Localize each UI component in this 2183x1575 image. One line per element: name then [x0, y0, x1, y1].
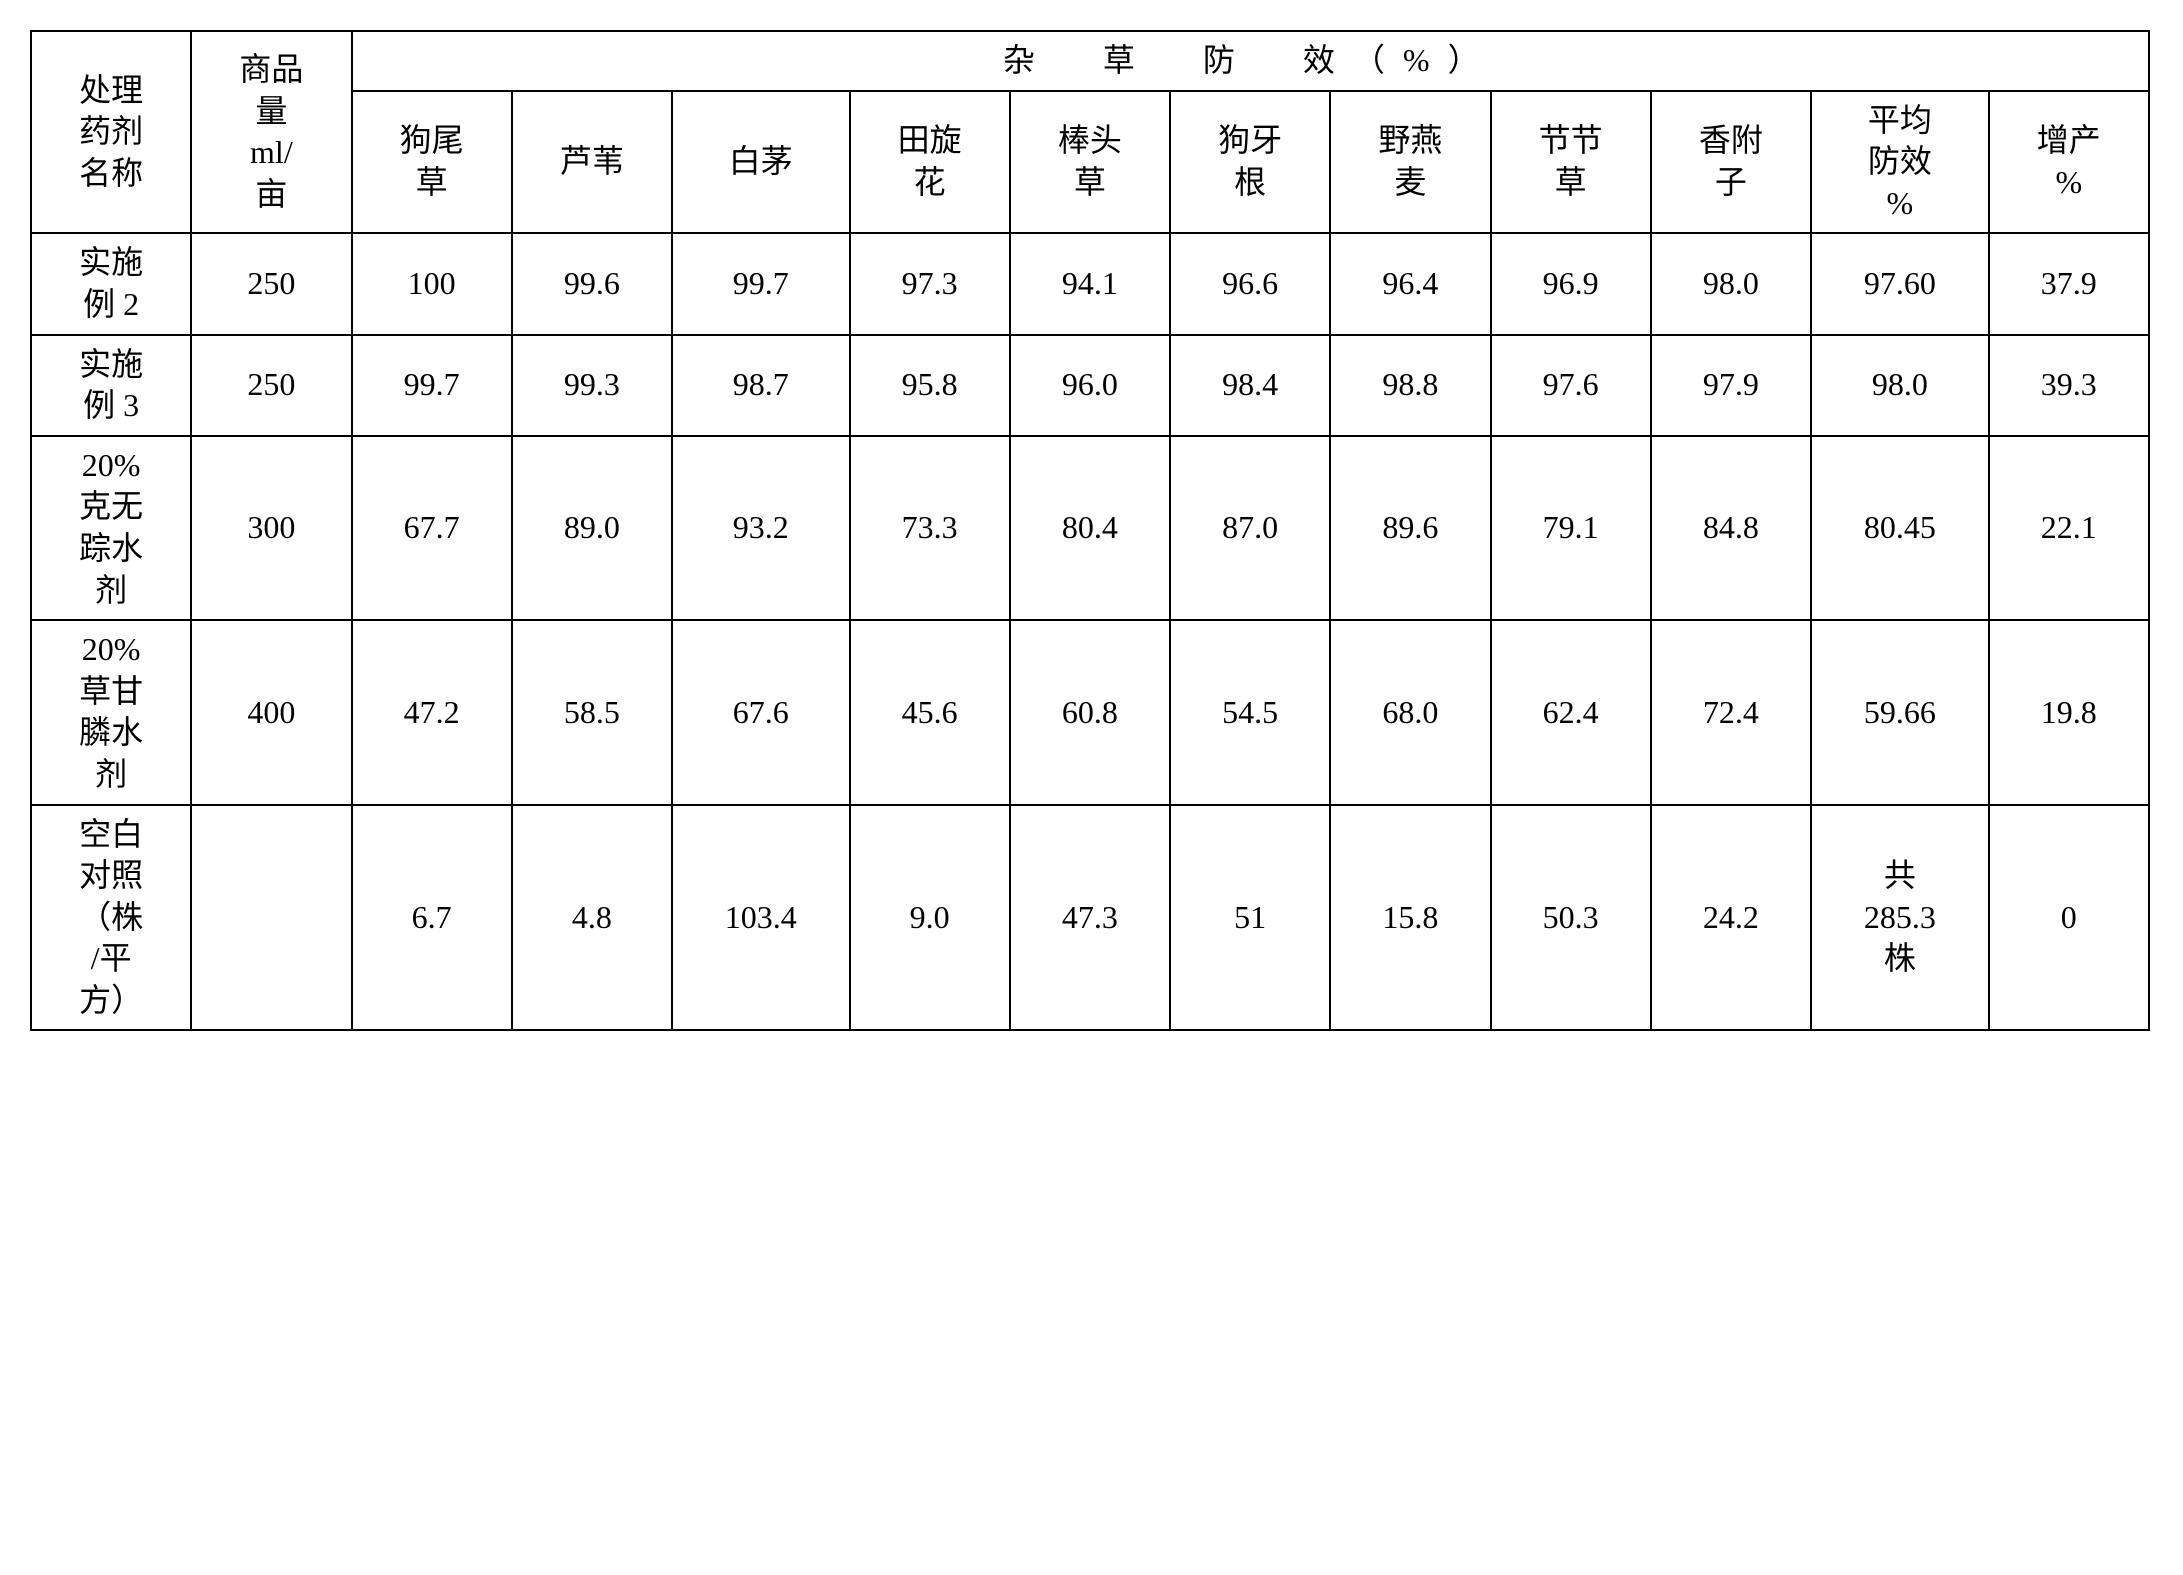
cell-weed7: 96.4	[1330, 233, 1490, 334]
cell-avg: 97.60	[1811, 233, 1989, 334]
cell-yield: 39.3	[1989, 335, 2149, 436]
header-col-weed3: 白茅	[672, 91, 850, 234]
cell-weed8: 97.6	[1491, 335, 1651, 436]
header-col-weed1: 狗尾草	[352, 91, 512, 234]
cell-weed6: 54.5	[1170, 620, 1330, 804]
header-weed-control-efficacy: 杂 草 防 效（%）	[352, 31, 2150, 91]
table-row: 20%克无踪水剂30067.789.093.273.380.487.089.67…	[31, 436, 2149, 620]
cell-weed8: 50.3	[1491, 805, 1651, 1031]
cell-amount: 300	[191, 436, 351, 620]
cell-weed4: 95.8	[850, 335, 1010, 436]
cell-weed8: 62.4	[1491, 620, 1651, 804]
cell-amount	[191, 805, 351, 1031]
header-commodity-amount: 商品量ml/亩	[191, 31, 351, 233]
cell-weed5: 60.8	[1010, 620, 1170, 804]
cell-yield: 19.8	[1989, 620, 2149, 804]
cell-weed4: 73.3	[850, 436, 1010, 620]
header-col-weed2: 芦苇	[512, 91, 672, 234]
cell-weed3: 98.7	[672, 335, 850, 436]
header-col-weed5: 棒头草	[1010, 91, 1170, 234]
cell-weed9: 24.2	[1651, 805, 1811, 1031]
cell-weed5: 47.3	[1010, 805, 1170, 1031]
cell-weed6: 96.6	[1170, 233, 1330, 334]
cell-treatment-name: 空白对照（株/平方）	[31, 805, 191, 1031]
cell-treatment-name: 20%草甘膦水剂	[31, 620, 191, 804]
cell-weed1: 47.2	[352, 620, 512, 804]
cell-weed1: 6.7	[352, 805, 512, 1031]
table-row: 空白对照（株/平方） 6.74.8103.49.047.35115.850.324…	[31, 805, 2149, 1031]
header-col-weed6: 狗牙根	[1170, 91, 1330, 234]
cell-avg: 59.66	[1811, 620, 1989, 804]
cell-amount: 250	[191, 335, 351, 436]
cell-treatment-name: 实施例 3	[31, 335, 191, 436]
cell-weed2: 89.0	[512, 436, 672, 620]
cell-weed1: 100	[352, 233, 512, 334]
cell-treatment-name: 20%克无踪水剂	[31, 436, 191, 620]
cell-weed3: 99.7	[672, 233, 850, 334]
cell-weed9: 72.4	[1651, 620, 1811, 804]
header-col-yield: 增产%	[1989, 91, 2149, 234]
cell-weed5: 94.1	[1010, 233, 1170, 334]
cell-weed4: 45.6	[850, 620, 1010, 804]
cell-amount: 400	[191, 620, 351, 804]
header-treatment-name: 处理药剂名称	[31, 31, 191, 233]
cell-weed2: 99.3	[512, 335, 672, 436]
cell-weed3: 103.4	[672, 805, 850, 1031]
cell-treatment-name: 实施例 2	[31, 233, 191, 334]
cell-weed7: 89.6	[1330, 436, 1490, 620]
cell-weed7: 98.8	[1330, 335, 1490, 436]
cell-weed4: 97.3	[850, 233, 1010, 334]
cell-weed9: 98.0	[1651, 233, 1811, 334]
table-row: 实施例 225010099.699.797.394.196.696.496.99…	[31, 233, 2149, 334]
cell-weed8: 79.1	[1491, 436, 1651, 620]
header-col-weed7: 野燕麦	[1330, 91, 1490, 234]
table-body: 实施例 225010099.699.797.394.196.696.496.99…	[31, 233, 2149, 1030]
cell-weed1: 67.7	[352, 436, 512, 620]
cell-weed1: 99.7	[352, 335, 512, 436]
header-col-weed4: 田旋花	[850, 91, 1010, 234]
cell-yield: 0	[1989, 805, 2149, 1031]
cell-weed2: 58.5	[512, 620, 672, 804]
cell-weed6: 98.4	[1170, 335, 1330, 436]
table-row: 20%草甘膦水剂40047.258.567.645.660.854.568.06…	[31, 620, 2149, 804]
cell-avg: 共285.3株	[1811, 805, 1989, 1031]
cell-weed2: 4.8	[512, 805, 672, 1031]
cell-weed9: 84.8	[1651, 436, 1811, 620]
cell-weed6: 51	[1170, 805, 1330, 1031]
cell-weed3: 67.6	[672, 620, 850, 804]
cell-weed5: 96.0	[1010, 335, 1170, 436]
cell-avg: 98.0	[1811, 335, 1989, 436]
header-row-1: 处理药剂名称 商品量ml/亩 杂 草 防 效（%）	[31, 31, 2149, 91]
cell-weed4: 9.0	[850, 805, 1010, 1031]
cell-weed9: 97.9	[1651, 335, 1811, 436]
cell-yield: 37.9	[1989, 233, 2149, 334]
table-row: 实施例 325099.799.398.795.896.098.498.897.6…	[31, 335, 2149, 436]
cell-yield: 22.1	[1989, 436, 2149, 620]
cell-weed7: 68.0	[1330, 620, 1490, 804]
cell-weed8: 96.9	[1491, 233, 1651, 334]
cell-weed7: 15.8	[1330, 805, 1490, 1031]
cell-avg: 80.45	[1811, 436, 1989, 620]
header-col-weed8: 节节草	[1491, 91, 1651, 234]
cell-weed2: 99.6	[512, 233, 672, 334]
header-col-weed9: 香附子	[1651, 91, 1811, 234]
header-col-avg: 平均防效%	[1811, 91, 1989, 234]
cell-amount: 250	[191, 233, 351, 334]
cell-weed6: 87.0	[1170, 436, 1330, 620]
cell-weed3: 93.2	[672, 436, 850, 620]
cell-weed5: 80.4	[1010, 436, 1170, 620]
weed-efficacy-table: 处理药剂名称 商品量ml/亩 杂 草 防 效（%） 狗尾草 芦苇 白茅 田旋花 …	[30, 30, 2150, 1031]
